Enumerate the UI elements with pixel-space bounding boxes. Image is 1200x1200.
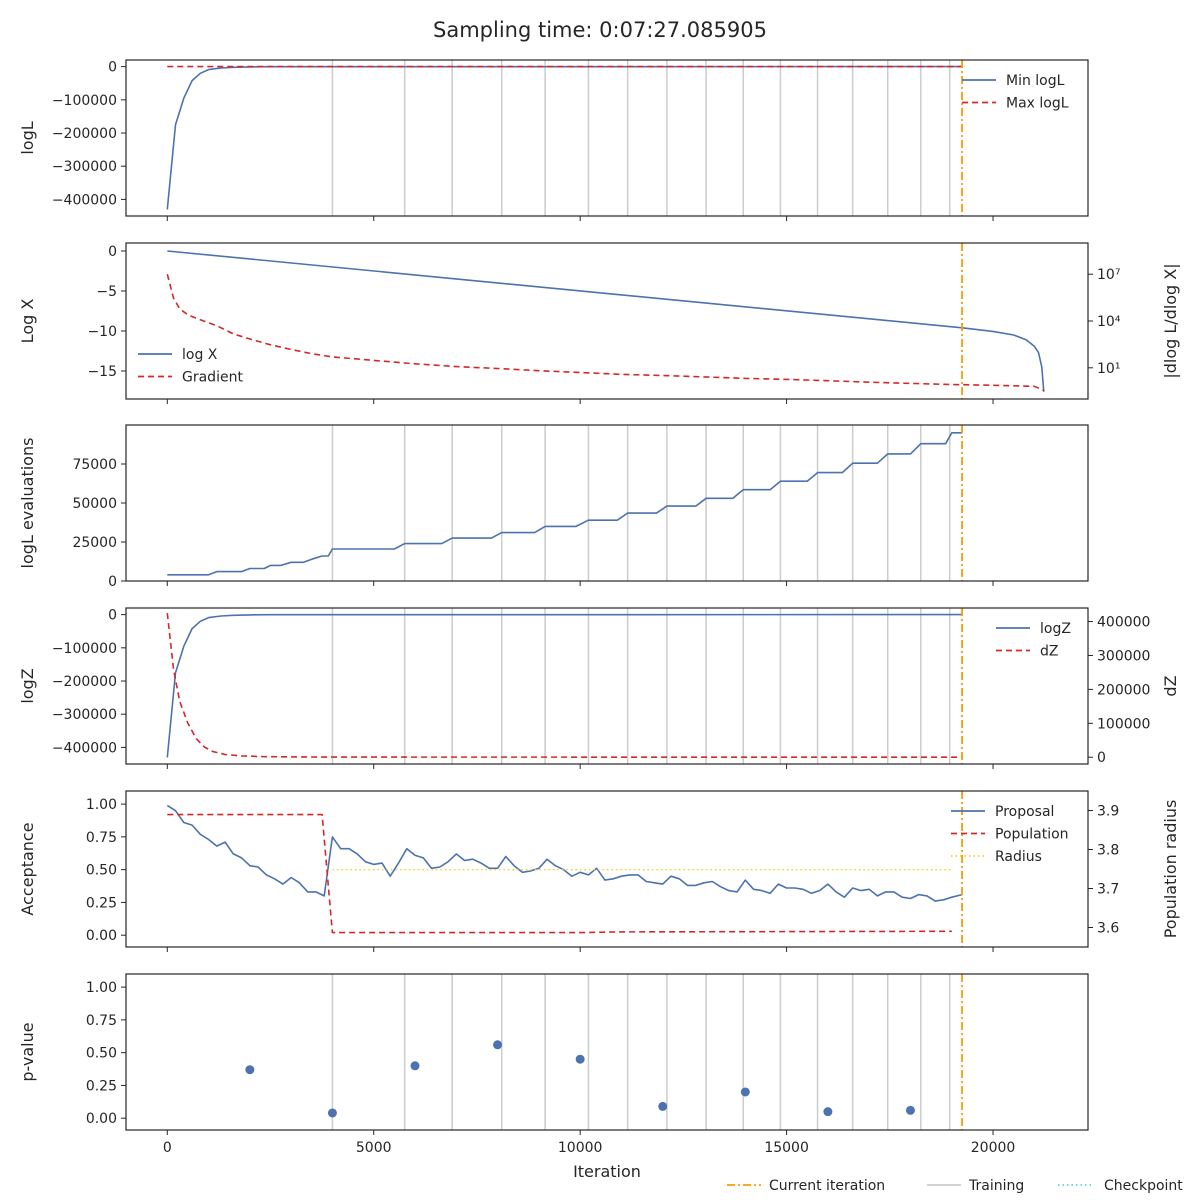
figure-legend: Current iteration Training Checkpoint bbox=[727, 1178, 1183, 1194]
y-tick-label: −400000 bbox=[52, 192, 117, 208]
data-point bbox=[410, 1061, 420, 1071]
series-line-proposal bbox=[166, 804, 963, 902]
right-y-tick-label: 10⁷ bbox=[1097, 267, 1120, 283]
y-axis-label: logZ bbox=[18, 668, 37, 703]
y-tick-label: 0 bbox=[108, 608, 117, 624]
legend-label-current: Current iteration bbox=[769, 1178, 885, 1194]
y-tick-label: −10 bbox=[87, 324, 117, 340]
legend-label: Max logL bbox=[1006, 96, 1069, 112]
legend-label: Gradient bbox=[182, 370, 243, 386]
legend-label: logZ bbox=[1040, 621, 1071, 637]
y-tick-label: 25000 bbox=[72, 535, 117, 551]
y-tick-label: 0.75 bbox=[86, 1013, 117, 1029]
right-y-axis-label: Population radius bbox=[1161, 800, 1180, 939]
legend-label: dZ bbox=[1040, 644, 1058, 660]
y-tick-label: −5 bbox=[96, 284, 117, 300]
axes-frame bbox=[125, 973, 1089, 1131]
y-axis-label: logL evaluations bbox=[18, 438, 37, 569]
y-axis-label: Acceptance bbox=[18, 822, 37, 915]
right-y-tick-label: 10¹ bbox=[1097, 361, 1120, 377]
right-y-tick-label: 0 bbox=[1097, 750, 1106, 766]
right-y-tick-label: 3.7 bbox=[1097, 882, 1119, 898]
data-point bbox=[658, 1101, 668, 1111]
y-axis-label: Log X bbox=[18, 299, 37, 344]
right-y-axis-label: dZ bbox=[1161, 675, 1180, 696]
data-point bbox=[493, 1040, 503, 1050]
right-y-tick-label: 10⁴ bbox=[1097, 314, 1121, 330]
y-tick-label: −200000 bbox=[52, 126, 117, 142]
x-tick-label: 20000 bbox=[971, 1140, 1016, 1156]
series-line-population bbox=[167, 813, 952, 934]
series-line-main bbox=[167, 431, 963, 576]
y-tick-label: 0.00 bbox=[86, 928, 117, 944]
axes-frame bbox=[125, 790, 1089, 948]
y-tick-label: 0.25 bbox=[86, 1078, 117, 1094]
y-tick-label: −200000 bbox=[52, 674, 117, 690]
legend-label: log X bbox=[182, 347, 218, 363]
y-tick-label: 1.00 bbox=[86, 980, 117, 996]
panel-2: 0 −5 −10 −15 10¹ 10⁴ 10⁷ Log X |dlog L/dlog X| lo… bbox=[18, 242, 1180, 404]
right-y-tick-label: 3.9 bbox=[1097, 804, 1119, 820]
right-y-tick-label: 300000 bbox=[1097, 648, 1150, 664]
x-tick-label: 10000 bbox=[558, 1140, 603, 1156]
panel-4: 0 −100000 −200000 −300000 −400000 0 100000 2000… bbox=[18, 607, 1180, 769]
panel-5: 0.00 0.25 0.50 0.75 1.00 3.6 3.7 3.8 3.9 Acceptan… bbox=[18, 790, 1180, 952]
y-tick-label: −15 bbox=[87, 364, 117, 380]
y-tick-label: 1.00 bbox=[86, 797, 117, 813]
right-y-tick-label: 200000 bbox=[1097, 682, 1150, 698]
x-tick-label: 0 bbox=[163, 1140, 172, 1156]
y-tick-label: 50000 bbox=[72, 496, 117, 512]
y-tick-label: 0.25 bbox=[86, 895, 117, 911]
right-y-tick-label: 3.6 bbox=[1097, 921, 1119, 937]
data-point bbox=[245, 1065, 255, 1075]
legend-label-checkpoint: Checkpoint bbox=[1104, 1178, 1183, 1194]
series-line-min-logl bbox=[166, 65, 963, 210]
series-line-log-x bbox=[167, 250, 1045, 392]
data-point bbox=[823, 1107, 833, 1117]
axes-frame bbox=[125, 242, 1089, 400]
y-tick-label: −300000 bbox=[52, 707, 117, 723]
y-tick-label: 0.00 bbox=[86, 1111, 117, 1127]
data-point bbox=[327, 1108, 337, 1118]
x-tick-label: 5000 bbox=[356, 1140, 392, 1156]
y-tick-label: −300000 bbox=[52, 159, 117, 175]
x-axis-label: Iteration bbox=[573, 1162, 641, 1181]
legend-label: Population bbox=[995, 827, 1069, 843]
right-y-tick-label: 400000 bbox=[1097, 615, 1150, 631]
series-line-logz bbox=[166, 613, 963, 758]
y-tick-label: −400000 bbox=[52, 740, 117, 756]
series-line-gradient bbox=[166, 273, 1045, 392]
legend-label: Proposal bbox=[995, 804, 1054, 820]
figure-title: Sampling time: 0:07:27.085905 bbox=[433, 18, 767, 42]
y-tick-label: −100000 bbox=[52, 641, 117, 657]
axes-frame bbox=[125, 607, 1089, 765]
axes-frame bbox=[125, 59, 1089, 217]
right-y-tick-label: 100000 bbox=[1097, 716, 1150, 732]
panel-6: 0.00 0.25 0.50 0.75 1.00 p-value bbox=[18, 973, 1089, 1135]
data-point bbox=[905, 1105, 915, 1115]
y-tick-label: −100000 bbox=[52, 93, 117, 109]
y-tick-label: 0 bbox=[108, 244, 117, 260]
x-tick-label: 15000 bbox=[764, 1140, 809, 1156]
panel-3: 0 25000 50000 75000 logL evaluations bbox=[18, 424, 1089, 590]
panel-1: 0 −100000 −200000 −300000 −400000 logL Min log… bbox=[18, 59, 1089, 221]
series-line-dz bbox=[166, 613, 963, 759]
axes-frame bbox=[125, 424, 1089, 582]
legend-label: Radius bbox=[995, 849, 1042, 865]
y-axis-label: logL bbox=[18, 121, 37, 154]
y-axis-label: p-value bbox=[18, 1022, 37, 1081]
legend-label-training: Training bbox=[968, 1178, 1024, 1194]
y-tick-label: 0.75 bbox=[86, 830, 117, 846]
data-point bbox=[740, 1087, 750, 1097]
legend-label: Min logL bbox=[1006, 73, 1065, 89]
y-tick-label: 0 bbox=[108, 60, 117, 76]
y-tick-label: 0.50 bbox=[86, 863, 117, 879]
y-tick-label: 75000 bbox=[72, 457, 117, 473]
y-tick-label: 0 bbox=[108, 574, 117, 590]
y-tick-label: 0.50 bbox=[86, 1046, 117, 1062]
right-y-tick-label: 3.8 bbox=[1097, 843, 1119, 859]
data-point bbox=[575, 1054, 585, 1064]
right-y-axis-label: |dlog L/dlog X| bbox=[1161, 263, 1180, 378]
